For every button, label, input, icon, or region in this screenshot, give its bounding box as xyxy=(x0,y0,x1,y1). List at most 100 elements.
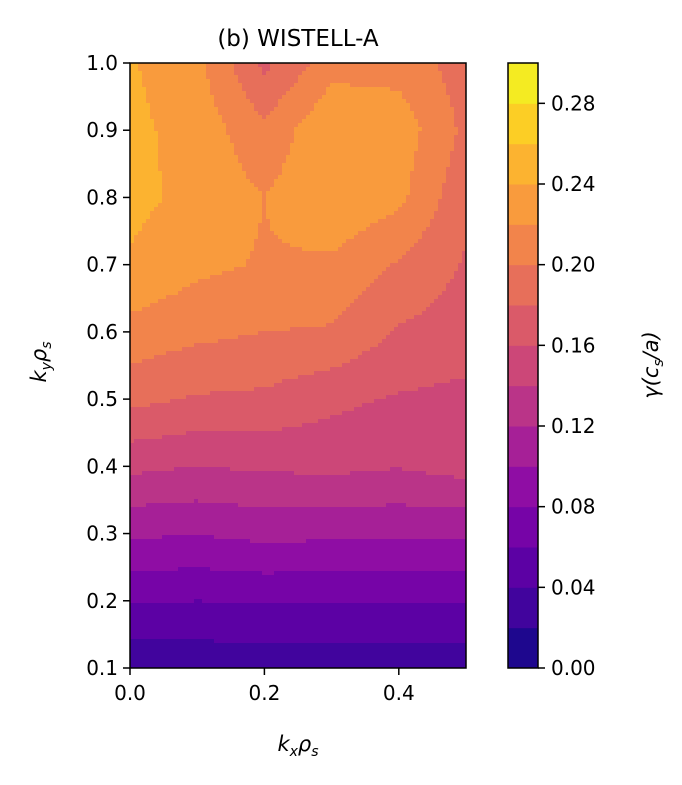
heatmap-cell xyxy=(174,391,179,396)
heatmap-cell xyxy=(202,507,207,512)
heatmap-cell xyxy=(242,195,247,200)
heatmap-cell xyxy=(170,211,175,216)
heatmap-cell xyxy=(178,471,183,476)
heatmap-cell xyxy=(222,115,227,120)
heatmap-cell xyxy=(142,495,147,500)
heatmap-cell xyxy=(234,591,239,596)
heatmap-cell xyxy=(210,311,215,316)
heatmap-cell xyxy=(202,83,207,88)
heatmap-cell xyxy=(162,299,167,304)
heatmap-cell xyxy=(134,663,139,668)
heatmap-cell xyxy=(234,503,239,508)
heatmap-cell xyxy=(246,603,251,608)
heatmap-cell xyxy=(134,447,139,452)
heatmap-cell xyxy=(154,135,159,140)
heatmap-cell xyxy=(250,327,255,332)
heatmap-cell xyxy=(218,267,223,272)
heatmap-cell xyxy=(242,523,247,528)
heatmap-cell xyxy=(254,83,259,88)
heatmap-cell xyxy=(234,551,239,556)
heatmap-cell xyxy=(182,643,187,648)
heatmap-cell xyxy=(178,359,183,364)
heatmap-cell xyxy=(190,611,195,616)
heatmap-cell xyxy=(158,279,163,284)
heatmap-cell xyxy=(166,359,171,364)
heatmap-cell xyxy=(178,427,183,432)
heatmap-cell xyxy=(202,311,207,316)
heatmap-cell xyxy=(190,115,195,120)
heatmap-cell xyxy=(214,591,219,596)
heatmap-cell xyxy=(226,211,231,216)
heatmap-cell xyxy=(234,163,239,168)
heatmap-cell xyxy=(142,307,147,312)
heatmap-cell xyxy=(162,75,167,80)
heatmap-cell xyxy=(174,559,179,564)
heatmap-cell xyxy=(214,539,219,544)
heatmap-cell xyxy=(146,155,151,160)
heatmap-cell xyxy=(158,491,163,496)
heatmap-cell xyxy=(142,463,147,468)
heatmap-cell xyxy=(250,371,255,376)
heatmap-cell xyxy=(142,559,147,564)
heatmap-cell xyxy=(170,447,175,452)
heatmap-cell xyxy=(130,419,135,424)
heatmap-cell xyxy=(254,111,259,116)
heatmap-cell xyxy=(134,423,139,428)
heatmap-cell xyxy=(134,479,139,484)
heatmap-cell xyxy=(186,335,191,340)
heatmap-cell xyxy=(138,427,143,432)
heatmap-cell xyxy=(166,527,171,532)
heatmap-cell xyxy=(142,515,147,520)
heatmap-cell xyxy=(250,619,255,624)
heatmap-cell xyxy=(182,587,187,592)
heatmap-cell xyxy=(138,575,143,580)
heatmap-cell xyxy=(254,539,259,544)
heatmap-cell xyxy=(150,207,155,212)
heatmap-cell xyxy=(242,375,247,380)
heatmap-cell xyxy=(186,547,191,552)
heatmap-cell xyxy=(194,647,199,652)
heatmap-cell xyxy=(254,491,259,496)
heatmap-cell xyxy=(226,403,231,408)
heatmap-cell xyxy=(170,463,175,468)
heatmap-cell xyxy=(146,399,151,404)
heatmap-cell xyxy=(174,363,179,368)
heatmap-cell xyxy=(166,275,171,280)
heatmap-cell xyxy=(234,311,239,316)
heatmap-cell xyxy=(134,363,139,368)
heatmap-cell xyxy=(134,127,139,132)
heatmap-cell xyxy=(178,311,183,316)
heatmap-cell xyxy=(242,303,247,308)
heatmap-cell xyxy=(246,247,251,252)
heatmap-cell xyxy=(174,115,179,120)
heatmap-cell xyxy=(206,431,211,436)
heatmap-cell xyxy=(178,351,183,356)
heatmap-cell xyxy=(146,279,151,284)
heatmap-cell xyxy=(182,507,187,512)
heatmap-cell xyxy=(222,499,227,504)
heatmap-cell xyxy=(186,499,191,504)
heatmap-cell xyxy=(210,503,215,508)
heatmap-cell xyxy=(178,259,183,264)
heatmap-cell xyxy=(150,583,155,588)
heatmap-cell xyxy=(202,655,207,660)
heatmap-cell xyxy=(178,643,183,648)
heatmap-cell xyxy=(130,147,135,152)
heatmap-cell xyxy=(170,127,175,132)
heatmap-cell xyxy=(246,339,251,344)
heatmap-cell xyxy=(190,511,195,516)
heatmap-cell xyxy=(226,411,231,416)
heatmap-cell xyxy=(218,147,223,152)
heatmap-cell xyxy=(242,491,247,496)
heatmap-cell xyxy=(150,171,155,176)
heatmap-cell xyxy=(222,71,227,76)
heatmap-cell xyxy=(226,191,231,196)
heatmap-cell xyxy=(142,479,147,484)
heatmap-cell xyxy=(234,607,239,612)
heatmap-cell xyxy=(258,71,263,76)
heatmap-cell xyxy=(202,519,207,524)
heatmap-cell xyxy=(134,523,139,528)
heatmap-cell xyxy=(166,495,171,500)
heatmap-cell xyxy=(234,439,239,444)
heatmap-cell xyxy=(190,411,195,416)
